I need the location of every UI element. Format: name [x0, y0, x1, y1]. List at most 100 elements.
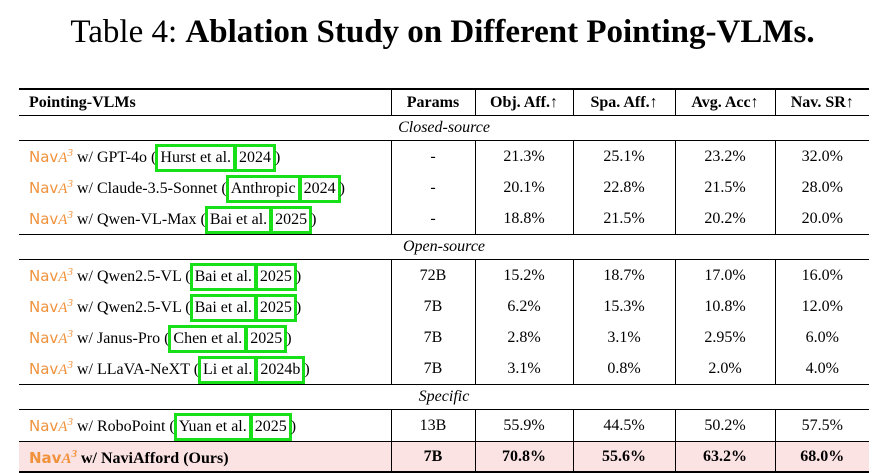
nav-text: Nav	[29, 360, 59, 378]
header-obj-aff: Obj. Aff.↑	[475, 88, 574, 116]
spa-aff-cell: 55.6%	[573, 441, 676, 473]
nav-text: Nav	[29, 210, 59, 228]
table-row: NavA3 w/ LLaVA-NeXT (Li et al. 2024b) 7B 3.…	[19, 353, 869, 385]
citation-year[interactable]: 2025	[254, 294, 297, 322]
avg-acc-cell: 50.2%	[675, 409, 776, 442]
spa-aff-cell: 0.8%	[573, 353, 676, 385]
close-paren: )	[275, 149, 281, 166]
nav-sr-cell: 4.0%	[805, 359, 839, 377]
citation-year[interactable]: 2024b	[255, 356, 306, 384]
nav-text: Nav	[29, 417, 59, 435]
obj-aff-cell: 2.8%	[475, 322, 574, 353]
table-row: NavA3 w/ RoboPoint (Yuan et al. 2025) 13B 5…	[19, 409, 869, 442]
citation-author[interactable]: Li et al.	[198, 356, 258, 384]
avg-acc-cell: 21.5%	[675, 172, 776, 203]
table-row: NavA3 w/ Qwen2.5-VL (Bai et al. 2025) 72B 1…	[19, 259, 869, 291]
nav-sr-cell: 57.5%	[801, 416, 843, 434]
nav-a: A	[58, 269, 68, 285]
table-body: Closed-source NavA3 w/ GPT-4o (Hurst et a…	[19, 115, 869, 473]
citation-year[interactable]: 2024	[298, 175, 341, 203]
model-cell: NavA3 w/ Qwen2.5-VL (Bai et al. 2025)	[19, 291, 392, 322]
spa-aff-cell: 3.1%	[573, 322, 676, 353]
model-name: w/ Claude-3.5-Sonnet (	[72, 180, 227, 197]
model-cell: NavA3 w/ LLaVA-NeXT (Li et al. 2024b)	[19, 353, 392, 385]
obj-aff-cell: 55.9%	[475, 409, 574, 442]
section-label: Closed-source	[19, 115, 869, 141]
nav-sr-cell: 20.0%	[801, 209, 843, 227]
nav-text: Nav	[29, 329, 59, 347]
nav-a: A	[58, 181, 68, 197]
close-paren: )	[286, 330, 292, 347]
nava3-logo: NavA3	[29, 178, 73, 197]
nav-sr-cell: 12.0%	[801, 297, 843, 315]
spa-aff-cell: 22.8%	[573, 172, 676, 203]
table-row: NavA3 w/ Qwen2.5-VL (Bai et al. 2025) 7B 6.…	[19, 291, 869, 322]
citation-year[interactable]: 2025	[249, 413, 292, 441]
params-cell: -	[391, 140, 476, 172]
citation-author[interactable]: Anthropic	[225, 175, 301, 203]
obj-aff-cell: 20.1%	[475, 172, 574, 203]
avg-acc-cell: 20.2%	[675, 203, 776, 235]
citation-author[interactable]: Yuan et al.	[173, 413, 252, 441]
nav-sr-cell: 6.0%	[805, 328, 839, 346]
close-paren: )	[290, 418, 297, 435]
nav-sr-cell: 28.0%	[801, 178, 843, 196]
model-name: w/ Qwen2.5-VL (	[72, 299, 191, 316]
params-cell: 7B	[391, 322, 476, 353]
citation-year[interactable]: 2025	[270, 206, 313, 234]
params-cell: 13B	[391, 409, 476, 442]
table-row: NavA3 w/ GPT-4o (Hurst et al. 2024) -21.3%…	[19, 140, 869, 172]
nav-text: Nav	[29, 298, 59, 316]
citation-year[interactable]: 2025	[254, 263, 297, 291]
citation-author[interactable]: Hurst et al.	[155, 144, 237, 172]
section-row: Open-source	[19, 234, 869, 260]
close-paren: )	[339, 180, 345, 197]
citation-author[interactable]: Chen et al.	[168, 325, 248, 353]
spa-aff-cell: 15.3%	[573, 291, 676, 322]
nava3-logo: NavA3	[29, 448, 77, 467]
citation-author[interactable]: Bai et al.	[204, 206, 273, 234]
citation-year[interactable]: 2025	[245, 325, 288, 353]
caption-title: Ablation Study on Different Pointing-VLM…	[185, 14, 815, 50]
close-paren: )	[304, 361, 310, 378]
params-cell: 72B	[391, 259, 476, 291]
spa-aff-cell: 18.7%	[573, 259, 676, 291]
spa-aff-cell: 21.5%	[573, 203, 676, 235]
model-name: w/ NaviAfford (Ours)	[76, 450, 229, 467]
nava3-logo: NavA3	[29, 209, 73, 228]
nav-exponent: 3	[67, 266, 73, 278]
model-cell: NavA3 w/ NaviAfford (Ours)	[19, 441, 392, 473]
avg-acc-cell: 23.2%	[675, 140, 776, 172]
params-cell: 7B	[391, 441, 476, 473]
section-label: Open-source	[19, 234, 869, 260]
caption-prefix: Table 4:	[70, 14, 186, 50]
section-row: Closed-source	[19, 115, 869, 141]
header-nav-sr: Nav. SR↑	[775, 88, 869, 116]
params-cell: 7B	[391, 291, 476, 322]
nava3-logo: NavA3	[29, 147, 73, 166]
nav-exponent: 3	[67, 328, 73, 340]
nava3-logo: NavA3	[29, 359, 73, 378]
obj-aff-cell: 70.8%	[475, 441, 574, 473]
nava3-logo: NavA3	[29, 297, 73, 316]
model-cell: NavA3 w/ Janus-Pro (Chen et al. 2025)	[19, 322, 392, 353]
params-cell: -	[391, 203, 476, 235]
table-row: NavA3 w/ Janus-Pro (Chen et al. 2025) 7B 2.…	[19, 322, 869, 353]
table-row: NavA3 w/ Claude-3.5-Sonnet (Anthropic 202…	[19, 172, 869, 203]
nava3-logo: NavA3	[29, 266, 73, 285]
nav-a: A	[58, 331, 68, 347]
nav-a: A	[58, 419, 68, 435]
nav-a: A	[58, 212, 68, 228]
citation-author[interactable]: Bai et al.	[189, 263, 257, 291]
table-header-row: Pointing-VLMs Params Obj. Aff.↑ Spa. Aff…	[19, 88, 869, 116]
nav-a: A	[61, 451, 72, 467]
citation-author[interactable]: Bai et al.	[189, 294, 257, 322]
header-pointing-vlms: Pointing-VLMs	[19, 88, 392, 116]
obj-aff-cell: 18.8%	[475, 203, 574, 235]
spa-aff-cell: 44.5%	[573, 409, 676, 442]
nav-text: Nav	[29, 148, 59, 166]
close-paren: )	[295, 268, 302, 285]
nav-a: A	[58, 362, 68, 378]
nav-text: Nav	[29, 179, 59, 197]
citation-year[interactable]: 2024	[234, 144, 277, 172]
